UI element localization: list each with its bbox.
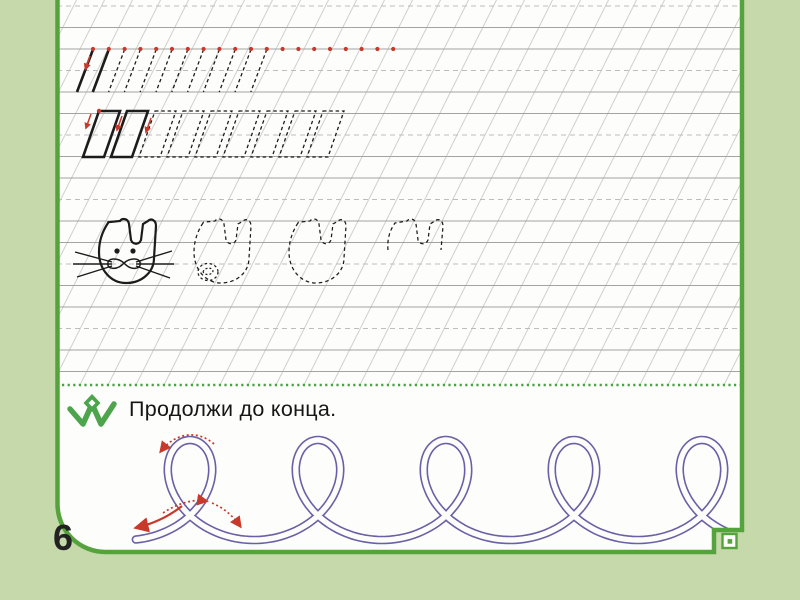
paper-sheet — [57, 0, 742, 552]
letter-glyph-dashed-partial — [387, 218, 444, 251]
practice-row-strokes — [75, 46, 396, 93]
w-squiggle-icon — [67, 394, 117, 427]
task-instruction: Продолжи до конца. — [129, 397, 337, 421]
guideline-grid — [57, 0, 742, 386]
letter-glyph-cat-dashed-small-face — [193, 218, 252, 284]
corner-ornament — [721, 532, 738, 550]
letter-glyph-dashed-plain — [288, 218, 347, 284]
page-border — [55, 0, 745, 555]
practice-row-parallelograms — [81, 108, 345, 159]
loop-trace-pattern — [131, 434, 742, 545]
practice-row-letters — [73, 217, 444, 285]
letter-glyph-cat-solid-face — [73, 217, 174, 285]
page-number: 6 — [53, 517, 74, 558]
